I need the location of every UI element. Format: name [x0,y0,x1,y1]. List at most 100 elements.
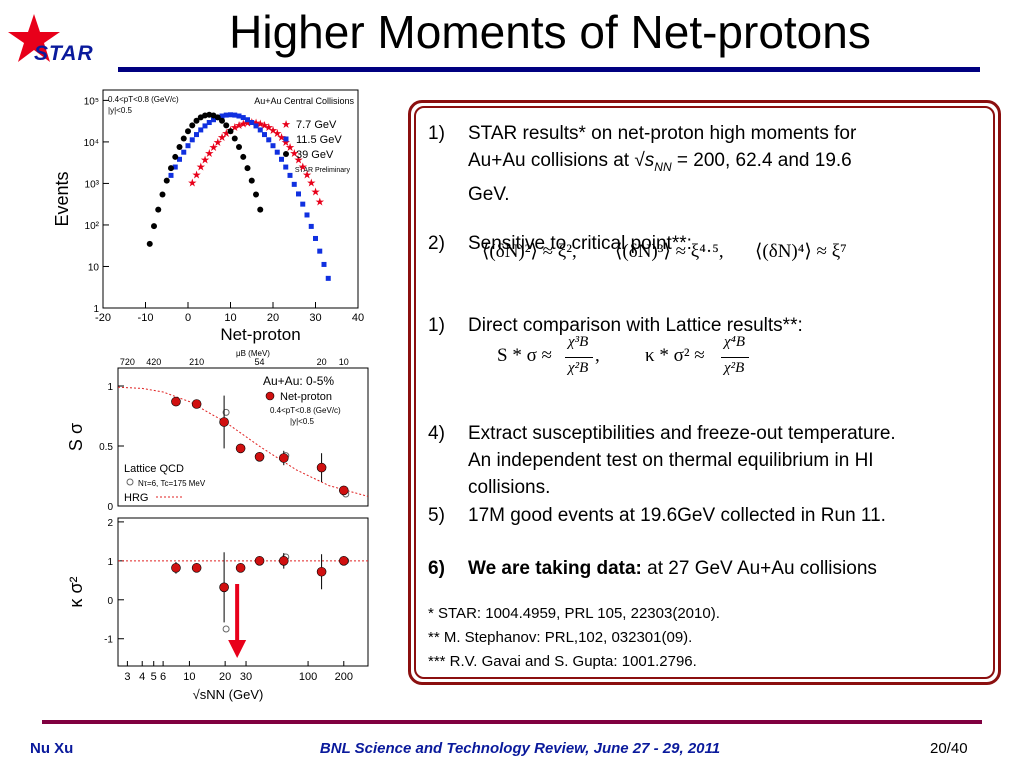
reference-note: *** R.V. Gavai and S. Gupta: 1001.2796. [428,653,697,670]
item-text: collisions. [468,477,551,498]
item-number: 2) [428,233,445,254]
item-text: 17M good events at 19.6GeV collected in … [468,505,886,526]
data-point [171,396,181,407]
cut-label: 0.4<pT<0.8 (GeV/c) [108,95,179,104]
text-panel-border [408,100,1001,685]
data-point [321,261,327,267]
lattice-skewness-lhs: S * σ ≈ [497,345,552,366]
x-tick-label: 20 [267,312,279,324]
y-tick-label: 2 [107,518,113,529]
top-tick-label: 210 [189,357,204,367]
data-point [211,117,216,123]
top-tick-label: 420 [146,357,161,367]
preliminary-label: STAR Preliminary [295,167,351,174]
data-point [338,556,349,566]
legend-label: Net-proton [280,391,332,403]
top-tick-label: 54 [255,357,265,367]
legend-marker [283,151,289,157]
data-point [316,462,327,473]
data-point [206,120,212,126]
data-point: ★ [311,187,321,199]
x-tick-label: 200 [335,671,353,683]
y-axis-title: Events [52,171,72,226]
item-text: Extract susceptibilities and freeze-out … [468,423,896,444]
x-tick-label: 5 [151,671,157,683]
data-point: ★ [200,155,210,167]
data-point [223,122,230,129]
data-point [202,123,208,129]
item-number: 1) [428,315,445,336]
data-point: ★ [243,117,253,129]
data-point [172,164,178,170]
data-point: ★ [196,162,206,174]
data-point [176,144,183,151]
series-39-gev [146,111,264,247]
data-point [181,149,187,155]
x-tick-label: 10 [224,312,236,324]
critical-point-formula-3: ⟨(δN)³⟩ ≈ ξ⁴·⁵, [615,241,724,262]
legend-hrg: HRG [124,492,148,504]
y-tick-label: 10 [88,262,100,273]
data-point [253,123,259,129]
data-point: ★ [289,148,299,160]
data-point: ★ [204,148,214,160]
data-point [254,556,265,566]
x-tick-label: -10 [138,312,154,324]
x-tick-label: 10 [183,671,195,683]
data-point [214,114,221,121]
footer-author: Nu Xu [30,740,74,757]
data-point [185,143,191,149]
data-point [317,248,323,254]
y-tick-label: 1 [107,557,113,568]
x-tick-label: 30 [309,312,321,324]
legend-label: 7.7 GeV [296,119,337,131]
x-tick-label: -20 [95,312,111,324]
data-point [304,212,310,218]
top-axis-title: μB (MeV) [236,349,270,358]
skewness-panel: 0 0.5 1 S σ [66,367,369,513]
data-point [236,113,242,119]
data-point [227,128,234,135]
x-tick-label: 40 [352,312,364,324]
data-point: ★ [217,132,227,144]
legend-label: 39 GeV [296,149,334,161]
text-panel-inner-border [414,106,995,679]
data-point [279,156,284,162]
lattice-skewness-denominator: χ²B [568,360,589,376]
logo-text: STAR [34,42,94,65]
data-point: ★ [268,125,278,137]
star-logo [8,12,128,72]
data-point [172,153,179,160]
data-point [283,164,289,170]
y-tick-label: -1 [104,635,113,646]
data-point: ★ [272,128,282,140]
legend-label: 11.5 GeV [296,134,342,146]
y-axis-title: κ σ² [66,576,86,607]
data-point: ★ [213,137,223,149]
chart-title: Au+Au Central Collisions [254,96,354,106]
critical-point-formula-4: ⟨(δN)⁴⟩ ≈ ξ⁷ [755,241,847,262]
y-axis-title: S σ [66,423,86,451]
data-point [191,399,202,409]
data-point [168,172,174,178]
data-point [193,117,200,124]
data-point [300,201,306,207]
x-tick-label: 4 [139,671,145,683]
data-point [236,144,242,151]
lattice-separator: , [595,345,600,366]
series-11-5-gev [168,112,331,281]
data-point [198,127,204,133]
legend-lattice-params: Nτ=6, Tc=175 MeV [138,479,206,488]
data-point [248,177,255,184]
data-point [171,563,181,573]
footer-divider [42,720,982,724]
y-tick-label: 0 [107,502,113,513]
data-point [266,137,272,143]
data-point [146,240,153,247]
data-point [180,135,187,142]
data-point [278,556,289,566]
data-point [291,181,297,187]
data-point: ★ [264,122,274,134]
annotation-arrow-head [228,640,247,658]
legend-marker [283,136,289,142]
